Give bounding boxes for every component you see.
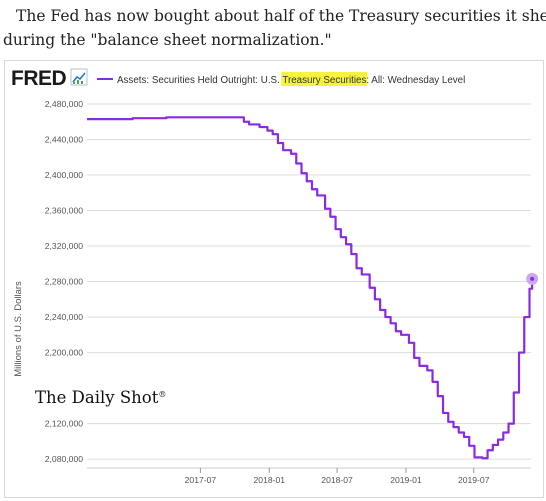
- legend-highlight: Treasury Securities: [282, 75, 366, 86]
- x-tick-label: 2017-07: [185, 475, 217, 485]
- fred-chart: FRED Assets: Securities Held Outright: U…: [5, 61, 543, 497]
- y-tick-label: 2,360,000: [45, 206, 83, 216]
- legend-label: Assets: Securities Held Outright: U.S. T…: [117, 75, 465, 86]
- chart-caption: The Fed has now bought about half of the…: [0, 4, 546, 52]
- fred-logo-text: FRED: [11, 67, 67, 90]
- x-tick-label: 2019-07: [458, 475, 490, 485]
- series-endpoint: [530, 277, 534, 281]
- y-axis-title: Millions of U.S. Dollars: [13, 281, 24, 377]
- legend-suffix: : All: Wednesday Level: [366, 75, 465, 86]
- caption-line-1: The Fed has now bought about half of the…: [0, 4, 546, 28]
- series-points: [87, 117, 532, 458]
- x-tick-label: 2018-01: [254, 475, 286, 485]
- x-tick-label: 2018-07: [321, 475, 353, 485]
- y-tick-label: 2,320,000: [45, 241, 83, 251]
- y-tick-label: 2,280,000: [45, 277, 83, 287]
- y-tick-label: 2,120,000: [45, 419, 83, 429]
- chart-legend: Assets: Securities Held Outright: U.S. T…: [97, 72, 465, 86]
- legend-prefix: Assets: Securities Held Outright: U.S.: [117, 75, 282, 86]
- daily-shot-watermark: The Daily Shot®: [35, 388, 166, 407]
- watermark-mark: ®: [158, 390, 166, 399]
- y-tick-label: 2,400,000: [45, 170, 83, 180]
- fred-chart-frame: FRED Assets: Securities Held Outright: U…: [4, 60, 544, 498]
- caption-line-2: during the "balance sheet normalization.…: [0, 28, 546, 52]
- y-tick-label: 2,200,000: [45, 348, 83, 358]
- y-tick-label: 2,240,000: [45, 312, 83, 322]
- fred-logo-chart-icon: [71, 69, 87, 85]
- y-tick-label: 2,480,000: [45, 99, 83, 109]
- y-tick-labels: 2,080,000 2,120,000 2,200,000 2,240,000 2,28…: [45, 99, 83, 464]
- y-tick-label: 2,080,000: [45, 454, 83, 464]
- x-tick-labels: 2017-07 2018-01 2018-07 2019-01 2019-07: [185, 475, 490, 485]
- watermark-text: The Daily Shot: [35, 388, 159, 407]
- grid-lines: [87, 104, 531, 473]
- y-tick-label: 2,440,000: [45, 135, 83, 145]
- x-tick-label: 2019-01: [390, 475, 422, 485]
- series-line: [87, 117, 532, 458]
